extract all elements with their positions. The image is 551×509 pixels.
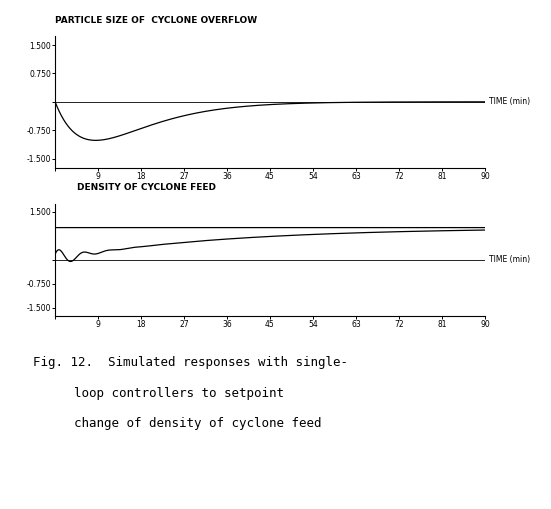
Text: PARTICLE SIZE OF  CYCLONE OVERFLOW: PARTICLE SIZE OF CYCLONE OVERFLOW bbox=[55, 16, 257, 25]
Text: Fig. 12.  Simulated responses with single-: Fig. 12. Simulated responses with single… bbox=[33, 356, 348, 370]
Text: DENSITY OF CYCLONE FEED: DENSITY OF CYCLONE FEED bbox=[77, 183, 215, 192]
Text: loop controllers to setpoint: loop controllers to setpoint bbox=[74, 387, 284, 400]
Text: change of density of cyclone feed: change of density of cyclone feed bbox=[74, 417, 322, 431]
Text: TIME (min): TIME (min) bbox=[489, 97, 530, 106]
Text: TIME (min): TIME (min) bbox=[489, 255, 530, 264]
